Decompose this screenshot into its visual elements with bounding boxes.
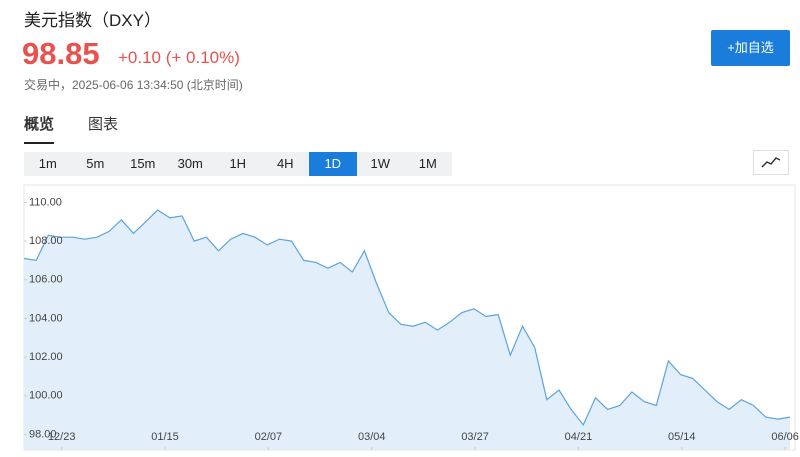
- price: 98.85: [22, 36, 100, 71]
- change: +0.10 (+ 0.10%): [118, 48, 240, 67]
- interval-button[interactable]: 1m: [38, 156, 57, 171]
- x-tick-label: 04/21: [565, 431, 593, 443]
- y-tick-label: 108.00: [29, 235, 63, 247]
- line: [23, 209, 791, 427]
- interval-bar: 1m 5m 15m 30m 1H 4H 1D 1W 1M: [24, 152, 452, 176]
- x-tick-label: 02/07: [255, 431, 283, 443]
- y-tick-label: 106.00: [29, 274, 63, 286]
- y-tick-label: 102.00: [29, 351, 63, 363]
- y-tick-label: 110.00: [29, 196, 62, 208]
- add-watchlist-button[interactable]: +加自选: [711, 30, 790, 66]
- y-tick-label: 98.00: [29, 428, 57, 440]
- tab[interactable]: 概览: [24, 113, 55, 144]
- line-icon: [761, 157, 781, 168]
- interval-button[interactable]: 5m: [86, 156, 105, 171]
- x-tick-label: 05/14: [668, 431, 696, 443]
- x-tick-label: 06/06: [771, 431, 799, 443]
- interval-button[interactable]: 1H: [229, 156, 247, 171]
- interval-button[interactable]: 1M: [418, 156, 437, 171]
- tab[interactable]: 图表: [88, 116, 119, 133]
- x-tick-label: 01/15: [151, 431, 179, 443]
- x-tick-label: 12/23: [48, 431, 76, 443]
- interval-button[interactable]: 4H: [276, 156, 294, 171]
- status: 交易中，2025-06-06 13:34:50 (北京时间): [24, 78, 243, 92]
- interval-button[interactable]: 1W: [370, 156, 391, 171]
- title: 美元指数（DXY）: [24, 11, 161, 30]
- x-tick-label: 03/04: [358, 431, 386, 443]
- interval-button[interactable]: 15m: [130, 156, 156, 171]
- area: [24, 210, 790, 450]
- y-tick-label: 100.00: [29, 390, 63, 402]
- interval-button[interactable]: 30m: [177, 156, 203, 171]
- y-tick-label: 104.00: [29, 312, 63, 324]
- interval-button[interactable]: 1D: [309, 152, 357, 176]
- chart-type-button[interactable]: [753, 150, 789, 175]
- x-tick-label: 03/27: [461, 431, 489, 443]
- tabs: 概览 图表: [24, 113, 118, 144]
